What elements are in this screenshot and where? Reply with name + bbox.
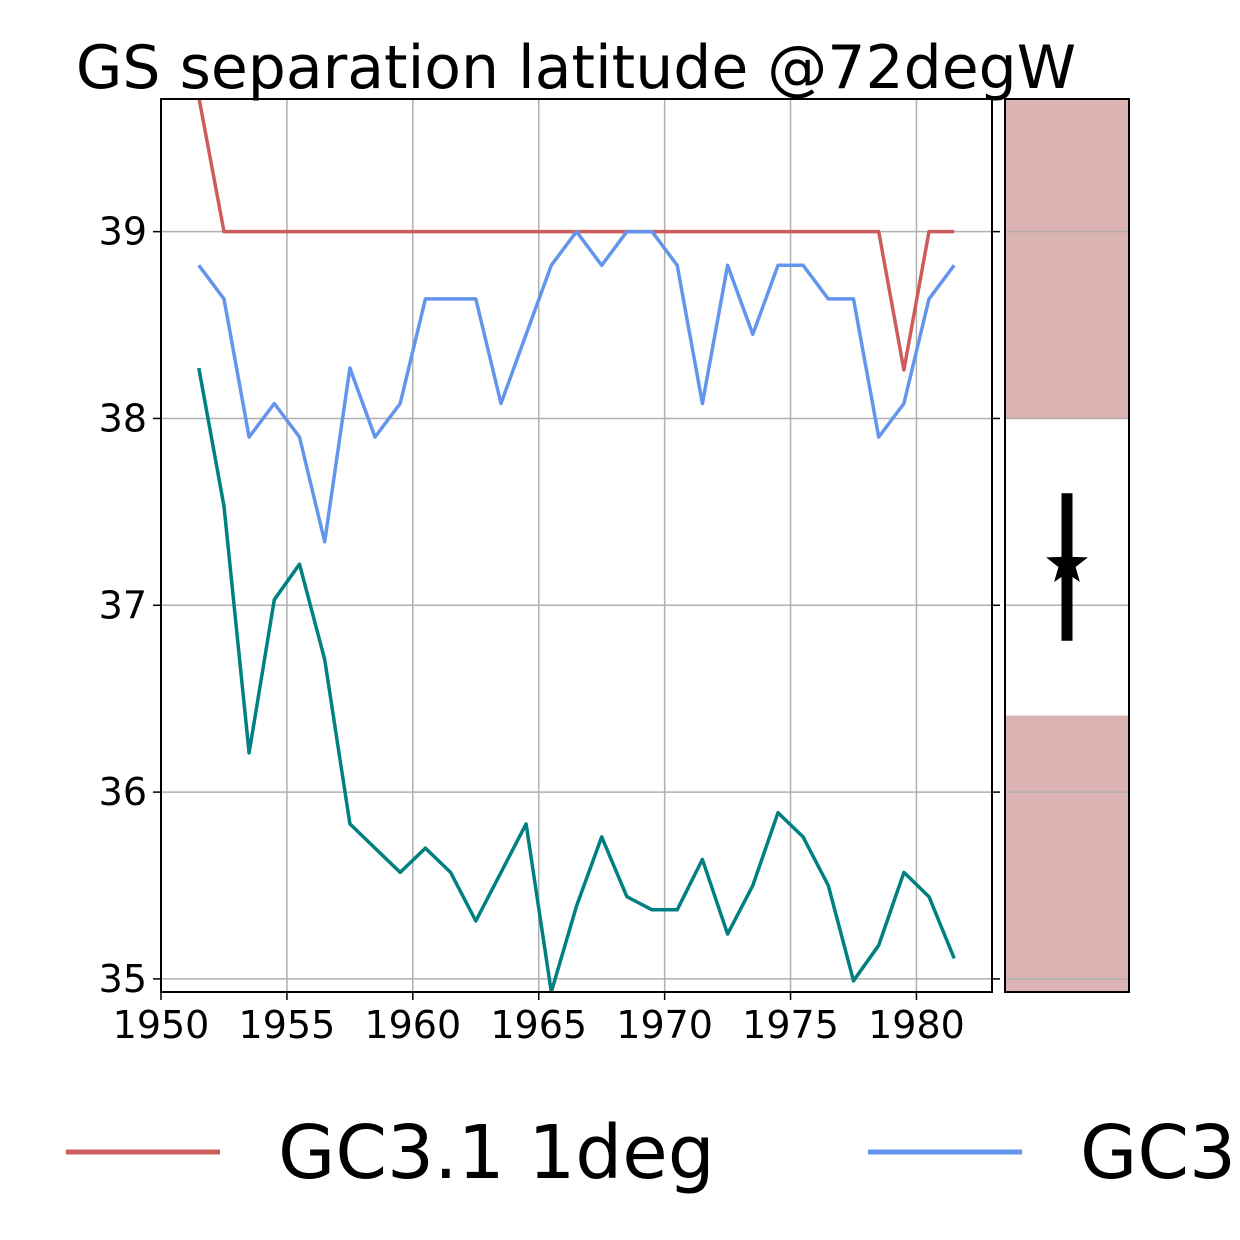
main-axis-ticks: 1950 1955 1960 1965 1970 1975 1980 35 36 37 38 39 — [99, 210, 1000, 1047]
y-tick-label: 35 — [99, 957, 147, 1001]
series-line-3 — [197, 367, 956, 992]
main-series-lines — [197, 99, 956, 992]
legend: GC3.1 1deg GC3 — [66, 1110, 1236, 1196]
lower-shaded-band — [1005, 715, 1129, 992]
series-line-2 — [197, 229, 956, 544]
y-tick-label: 38 — [99, 396, 147, 440]
star-icon — [1046, 542, 1088, 582]
x-tick-label: 1975 — [742, 1003, 839, 1047]
main-plot-frame — [160, 98, 993, 993]
y-tick-label: 37 — [99, 583, 147, 627]
y-tick-label: 36 — [99, 770, 147, 814]
x-tick-label: 1980 — [868, 1003, 965, 1047]
x-tick-label: 1960 — [364, 1003, 461, 1047]
x-tick-label: 1965 — [490, 1003, 587, 1047]
x-tick-label: 1955 — [239, 1003, 336, 1047]
side-panel-frame — [1004, 98, 1130, 993]
y-tick-label: 39 — [99, 210, 147, 254]
side-panel — [1005, 99, 1129, 992]
legend-label-1: GC3.1 1deg — [278, 1110, 715, 1196]
x-tick-label: 1970 — [616, 1003, 713, 1047]
x-tick-label: 1950 — [113, 1003, 210, 1047]
chart-title: GS separation latitude @72degW — [76, 33, 1076, 103]
legend-label-2: GC3 — [1080, 1110, 1236, 1196]
upper-shaded-band — [1005, 99, 1129, 419]
